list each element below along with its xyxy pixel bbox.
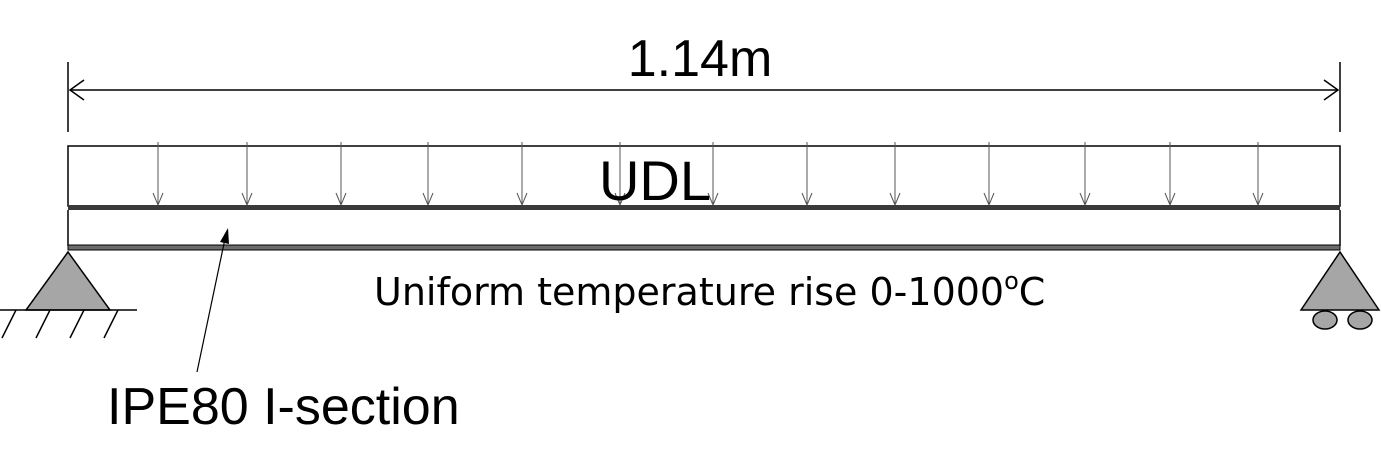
- degree-superscript: o: [1004, 267, 1019, 295]
- beam-top-flange: [68, 205, 1340, 210]
- roller-support-triangle: [1299, 250, 1381, 311]
- ground-hatch-3: [69, 309, 85, 339]
- temperature-label: Uniform temperature rise 0-1000oC: [374, 267, 1045, 314]
- dimension-arrow-left: [68, 79, 85, 101]
- section-leader-line: [196, 233, 227, 373]
- roller-support: [1299, 250, 1381, 330]
- ground-hatch-1: [1, 309, 17, 339]
- pinned-support: [0, 250, 137, 339]
- temperature-unit: C: [1019, 270, 1046, 314]
- temperature-prefix: Uniform temperature rise 0-1000: [374, 270, 1004, 314]
- ground-hatch-4: [103, 309, 119, 339]
- udl-box: [67, 145, 1341, 207]
- udl-load: UDL: [67, 142, 1341, 212]
- section-leader-arrowhead: [220, 228, 229, 244]
- pinned-support-triangle: [24, 250, 112, 311]
- roller-wheel-left: [1312, 310, 1338, 330]
- span-dimension: 1.14m: [67, 30, 1341, 132]
- ground-hatch-2: [35, 309, 51, 339]
- section-label: IPE80 I-section: [107, 378, 460, 436]
- dimension-arrow-right: [1323, 79, 1340, 101]
- beam: [67, 205, 1341, 251]
- section-callout: IPE80 I-section: [107, 228, 460, 436]
- span-length-label: 1.14m: [628, 30, 773, 88]
- roller-wheel-right: [1347, 310, 1373, 330]
- udl-label: UDL: [599, 149, 711, 212]
- beam-bottom-flange: [67, 244, 1341, 251]
